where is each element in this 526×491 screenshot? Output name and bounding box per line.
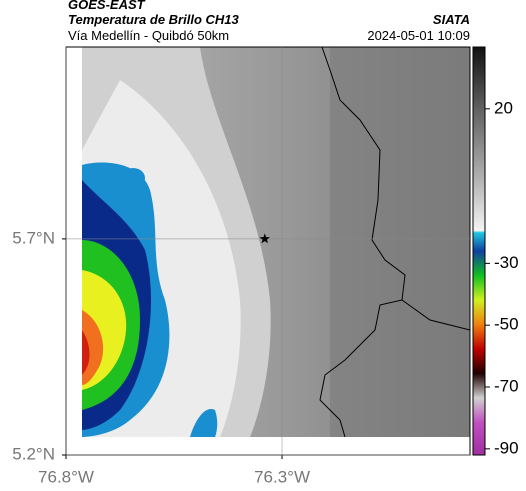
colorbar bbox=[472, 46, 486, 456]
source: GOES-EAST bbox=[68, 0, 146, 12]
colorbar-tick-label: -90 bbox=[494, 438, 519, 457]
colorbar-tick-label: -50 bbox=[494, 315, 519, 334]
datetime: 2024-05-01 10:09 bbox=[367, 28, 470, 43]
agency: SIATA bbox=[433, 12, 470, 27]
y-tick-label: 5.2°N bbox=[12, 444, 55, 463]
x-tick-label: 76.3°W bbox=[254, 467, 310, 486]
colorbar-tick-label: -30 bbox=[494, 253, 519, 272]
satellite-image bbox=[82, 47, 470, 437]
y-tick-label: 5.7°N bbox=[12, 228, 55, 247]
product: Temperatura de Brillo CH13 bbox=[68, 12, 240, 27]
location: Vía Medellín - Quibdó 50km bbox=[68, 28, 229, 43]
x-tick-label: 76.8°W bbox=[38, 467, 94, 486]
colorbar-tick-label: -70 bbox=[494, 376, 519, 395]
location-marker bbox=[259, 233, 270, 244]
colorbar-tick-label: 20 bbox=[494, 98, 513, 117]
